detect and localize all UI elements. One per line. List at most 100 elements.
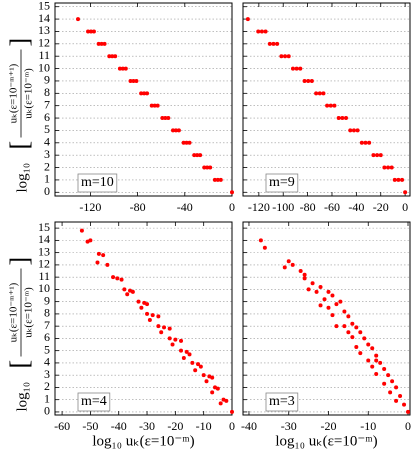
point [128,78,133,83]
point [336,116,341,121]
point [386,373,391,378]
point [290,262,295,267]
point [390,379,395,384]
point [218,401,223,406]
point [317,91,322,96]
point [367,140,372,145]
point [149,103,154,108]
point [215,386,220,391]
point [370,364,375,369]
point [275,41,280,46]
y-tick-label: 4 [44,355,50,369]
y-tick-label: 12 [38,257,50,271]
point [111,275,116,280]
point [388,390,393,395]
y-label-bracket: ] [5,257,34,266]
y-label-numerator: uₖ(ε=10⁻ᵐ⁺¹) [8,282,20,342]
y-tick-label: 0 [44,184,50,198]
y-axis-label: log₁₀ [uₖ(ε=10⁻ᵐ⁺¹) uₖ(ε=10⁻ᵐ)] [5,38,35,193]
x-tick-label: -40 [177,200,193,214]
point [259,29,264,34]
point [321,91,326,96]
point [354,325,359,330]
annotation: m=9 [265,173,299,193]
y-tick-label: 14 [38,232,50,246]
x-tick-label: -40 [111,419,127,433]
point [382,367,387,372]
point [105,262,110,267]
annotation-text: m=10 [81,175,114,190]
x-tick-label: -20 [373,200,389,214]
point [162,325,167,330]
y-tick-label: 4 [44,135,50,149]
point [210,375,215,380]
point [184,140,189,145]
point [152,103,157,108]
point [113,54,118,59]
y-label-prefix: log₁₀ [14,163,30,193]
point [382,165,387,170]
y-axis-label: log₁₀ [uₖ(ε=10⁻ᵐ⁺¹) uₖ(ε=10⁻ᵐ)] [5,257,35,412]
x-tick-label: -40 [241,419,257,433]
point [370,346,375,351]
point [374,371,379,376]
point [150,313,155,318]
point [160,116,165,121]
point [374,353,379,358]
point [179,338,184,343]
point [271,41,276,46]
point [76,17,81,22]
point [394,385,399,390]
point [85,239,90,244]
y-tick-label: 13 [38,23,50,37]
y-label-bracket: [ [5,141,34,150]
y-tick-label: 10 [38,60,50,74]
point [145,91,150,96]
point [167,326,172,331]
y-tick-label: 1 [44,391,50,405]
y-label-bracket: ] [5,38,34,47]
annotation-box [265,392,299,412]
x-tick-label: -60 [54,419,70,433]
point [298,66,303,71]
point [351,128,356,133]
annotation-box [265,173,299,193]
point [163,116,168,121]
y-tick-label: 2 [44,379,50,393]
point [267,41,272,46]
point [198,364,203,369]
point [286,54,291,59]
point [334,302,339,307]
y-tick-label: 11 [38,269,50,283]
point [215,177,220,182]
point [101,253,106,258]
point [79,228,84,233]
y-tick-label: 11 [38,48,50,62]
point [322,297,327,302]
point [302,276,307,281]
point [187,140,192,145]
point [342,324,347,329]
point [155,103,160,108]
point [95,260,100,265]
point [117,66,122,71]
y-tick-label: 9 [44,293,50,307]
point [314,289,319,294]
point [131,78,136,83]
point [363,140,368,145]
point [166,116,171,121]
point [348,128,353,133]
point [406,409,411,414]
point [258,238,263,243]
x-tick-label: -10 [360,419,376,433]
y-tick-label: 7 [44,97,50,111]
point [342,309,347,314]
x-tick-label: 0 [229,200,235,214]
y-tick-label: 3 [44,147,50,161]
x-tick-label: -80 [130,200,146,214]
point [190,360,195,365]
point [326,305,331,310]
point [294,66,299,71]
point [218,177,223,182]
